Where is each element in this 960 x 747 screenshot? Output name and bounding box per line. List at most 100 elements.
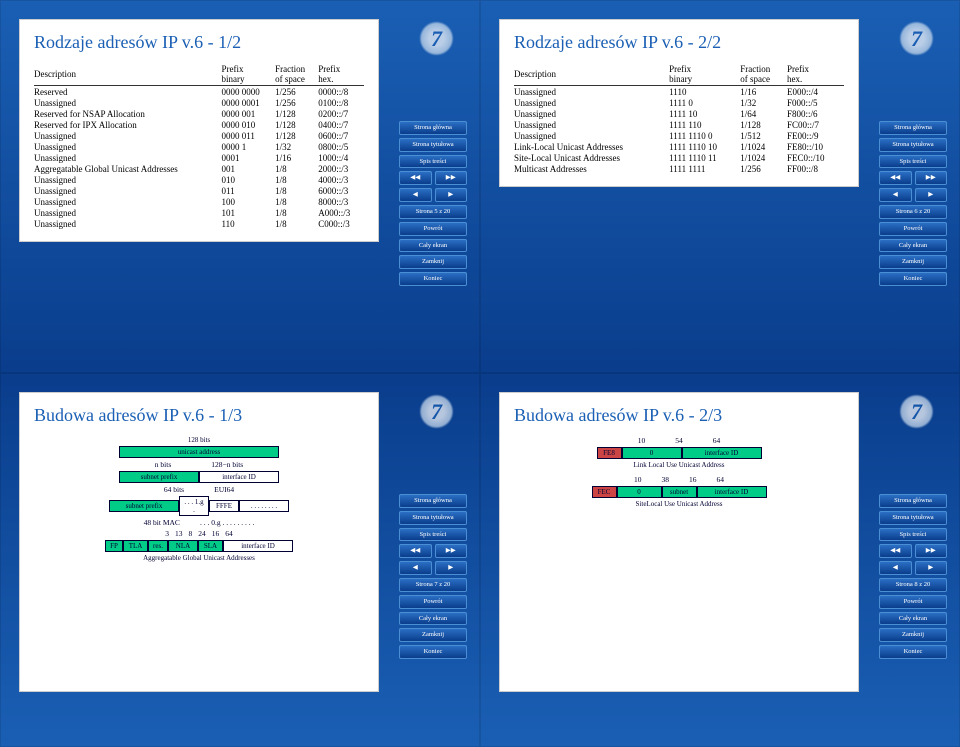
nav-panel: Strona główna Strona tytułowa Spis treśc… [399,494,467,659]
table-row: Unassigned1101/8C000::/3 [34,218,364,229]
table-row: Unassigned0111/86000::/3 [34,185,364,196]
nav-close[interactable]: Zamknij [879,628,947,642]
nav-title-page[interactable]: Strona tytułowa [399,511,467,525]
nav-close[interactable]: Zamknij [879,255,947,269]
nav-back[interactable]: ◀ [879,188,912,202]
nav-panel: Strona główna Strona tytułowa Spis treśc… [399,121,467,286]
table-row: Unassigned1111 1101/128FC00::/7 [514,119,844,130]
nav-home[interactable]: Strona główna [399,494,467,508]
slide-title: Rodzaje adresów IP v.6 - 1/2 [34,32,364,53]
nav-fwd[interactable]: ▶ [915,188,948,202]
col-prefix-hex: Prefixhex. [318,63,364,86]
table-row: Unassigned0000 0111/1280600::/7 [34,130,364,141]
nav-page: Strona 8 z 20 [879,578,947,592]
slide-title: Budowa adresów IP v.6 - 2/3 [514,405,844,426]
address-table: Description Prefixbinary Fractionof spac… [34,63,364,229]
nav-fwd[interactable]: ▶ [915,561,948,575]
slide: Rodzaje adresów IP v.6 - 1/2 Description… [0,0,480,373]
nav-home[interactable]: Strona główna [399,121,467,135]
address-diagram: 105464 FE8 0 interface ID Link Local Use… [514,436,844,508]
content-panel: Budowa adresów IP v.6 - 1/3 128 bits uni… [19,392,379,692]
nav-fwd[interactable]: ▶ [435,561,468,575]
nav-ff-fwd[interactable]: ▶▶ [435,171,468,185]
nav-fullscreen[interactable]: Cały ekran [399,612,467,626]
nav-ff-fwd[interactable]: ▶▶ [915,544,948,558]
table-row: Unassigned11101/16E000::/4 [514,86,844,98]
nav-panel: Strona główna Strona tytułowa Spis treśc… [879,121,947,286]
nav-panel: Strona główna Strona tytułowa Spis treśc… [879,494,947,659]
content-panel: Rodzaje adresów IP v.6 - 2/2 Description… [499,19,859,187]
nav-toc[interactable]: Spis treści [879,155,947,169]
col-fraction: Fractionof space [740,63,787,86]
table-row: Reserved for NSAP Allocation0000 0011/12… [34,108,364,119]
nav-fullscreen[interactable]: Cały ekran [879,239,947,253]
slide-title: Rodzaje adresów IP v.6 - 2/2 [514,32,844,53]
deco-icon [899,394,934,429]
table-row: Unassigned0000 11/320800::/5 [34,141,364,152]
table-row: Unassigned1111 01/32F000::/5 [514,97,844,108]
nav-toc[interactable]: Spis treści [879,528,947,542]
nav-page: Strona 7 z 20 [399,578,467,592]
table-row: Unassigned1011/8A000::/3 [34,207,364,218]
col-desc: Description [514,63,669,86]
content-panel: Rodzaje adresów IP v.6 - 1/2 Description… [19,19,379,242]
col-desc: Description [34,63,222,86]
nav-close[interactable]: Zamknij [399,255,467,269]
table-row: Unassigned0101/84000::/3 [34,174,364,185]
table-row: Reserved for IPX Allocation0000 0101/128… [34,119,364,130]
nav-end[interactable]: Koniec [399,272,467,286]
table-row: Reserved0000 00001/2560000::/8 [34,86,364,98]
table-row: Multicast Addresses1111 11111/256FF00::/… [514,163,844,174]
nav-fwd[interactable]: ▶ [435,188,468,202]
nav-ff-back[interactable]: ◀◀ [879,171,912,185]
nav-end[interactable]: Koniec [879,645,947,659]
col-prefix-hex: Prefixhex. [787,63,844,86]
nav-ff-back[interactable]: ◀◀ [399,171,432,185]
nav-page: Strona 6 z 20 [879,205,947,219]
deco-icon [899,21,934,56]
slide: Budowa adresów IP v.6 - 1/3 128 bits uni… [0,373,480,747]
nav-end[interactable]: Koniec [399,645,467,659]
table-row: Link-Local Unicast Addresses1111 1110 10… [514,141,844,152]
table-row: Site-Local Unicast Addresses1111 1110 11… [514,152,844,163]
deco-icon [419,21,454,56]
nav-title-page[interactable]: Strona tytułowa [879,138,947,152]
nav-title-page[interactable]: Strona tytułowa [879,511,947,525]
address-table: Description Prefixbinary Fractionof spac… [514,63,844,174]
slide: Budowa adresów IP v.6 - 2/3 105464 FE8 0… [480,373,960,747]
nav-return[interactable]: Powrót [879,595,947,609]
address-diagram: 128 bits unicast address n bits128−n bit… [34,436,364,562]
nav-home[interactable]: Strona główna [879,494,947,508]
nav-ff-fwd[interactable]: ▶▶ [435,544,468,558]
nav-page: Strona 5 z 20 [399,205,467,219]
nav-back[interactable]: ◀ [399,561,432,575]
slide-title: Budowa adresów IP v.6 - 1/3 [34,405,364,426]
table-row: Unassigned00011/161000::/4 [34,152,364,163]
nav-fullscreen[interactable]: Cały ekran [879,612,947,626]
nav-return[interactable]: Powrót [879,222,947,236]
nav-end[interactable]: Koniec [879,272,947,286]
table-row: Unassigned1111 101/64F800::/6 [514,108,844,119]
nav-home[interactable]: Strona główna [879,121,947,135]
nav-ff-back[interactable]: ◀◀ [879,544,912,558]
nav-back[interactable]: ◀ [879,561,912,575]
col-prefix-bin: Prefixbinary [669,63,740,86]
col-prefix-bin: Prefixbinary [222,63,276,86]
content-panel: Budowa adresów IP v.6 - 2/3 105464 FE8 0… [499,392,859,692]
nav-back[interactable]: ◀ [399,188,432,202]
nav-toc[interactable]: Spis treści [399,528,467,542]
nav-return[interactable]: Powrót [399,222,467,236]
table-row: Aggregatable Global Unicast Addresses001… [34,163,364,174]
deco-icon [419,394,454,429]
nav-ff-back[interactable]: ◀◀ [399,544,432,558]
col-fraction: Fractionof space [275,63,318,86]
nav-toc[interactable]: Spis treści [399,155,467,169]
table-row: Unassigned1111 1110 01/512FE00::/9 [514,130,844,141]
table-row: Unassigned1001/88000::/3 [34,196,364,207]
table-row: Unassigned0000 00011/2560100::/8 [34,97,364,108]
nav-title-page[interactable]: Strona tytułowa [399,138,467,152]
nav-ff-fwd[interactable]: ▶▶ [915,171,948,185]
nav-fullscreen[interactable]: Cały ekran [399,239,467,253]
nav-return[interactable]: Powrót [399,595,467,609]
nav-close[interactable]: Zamknij [399,628,467,642]
